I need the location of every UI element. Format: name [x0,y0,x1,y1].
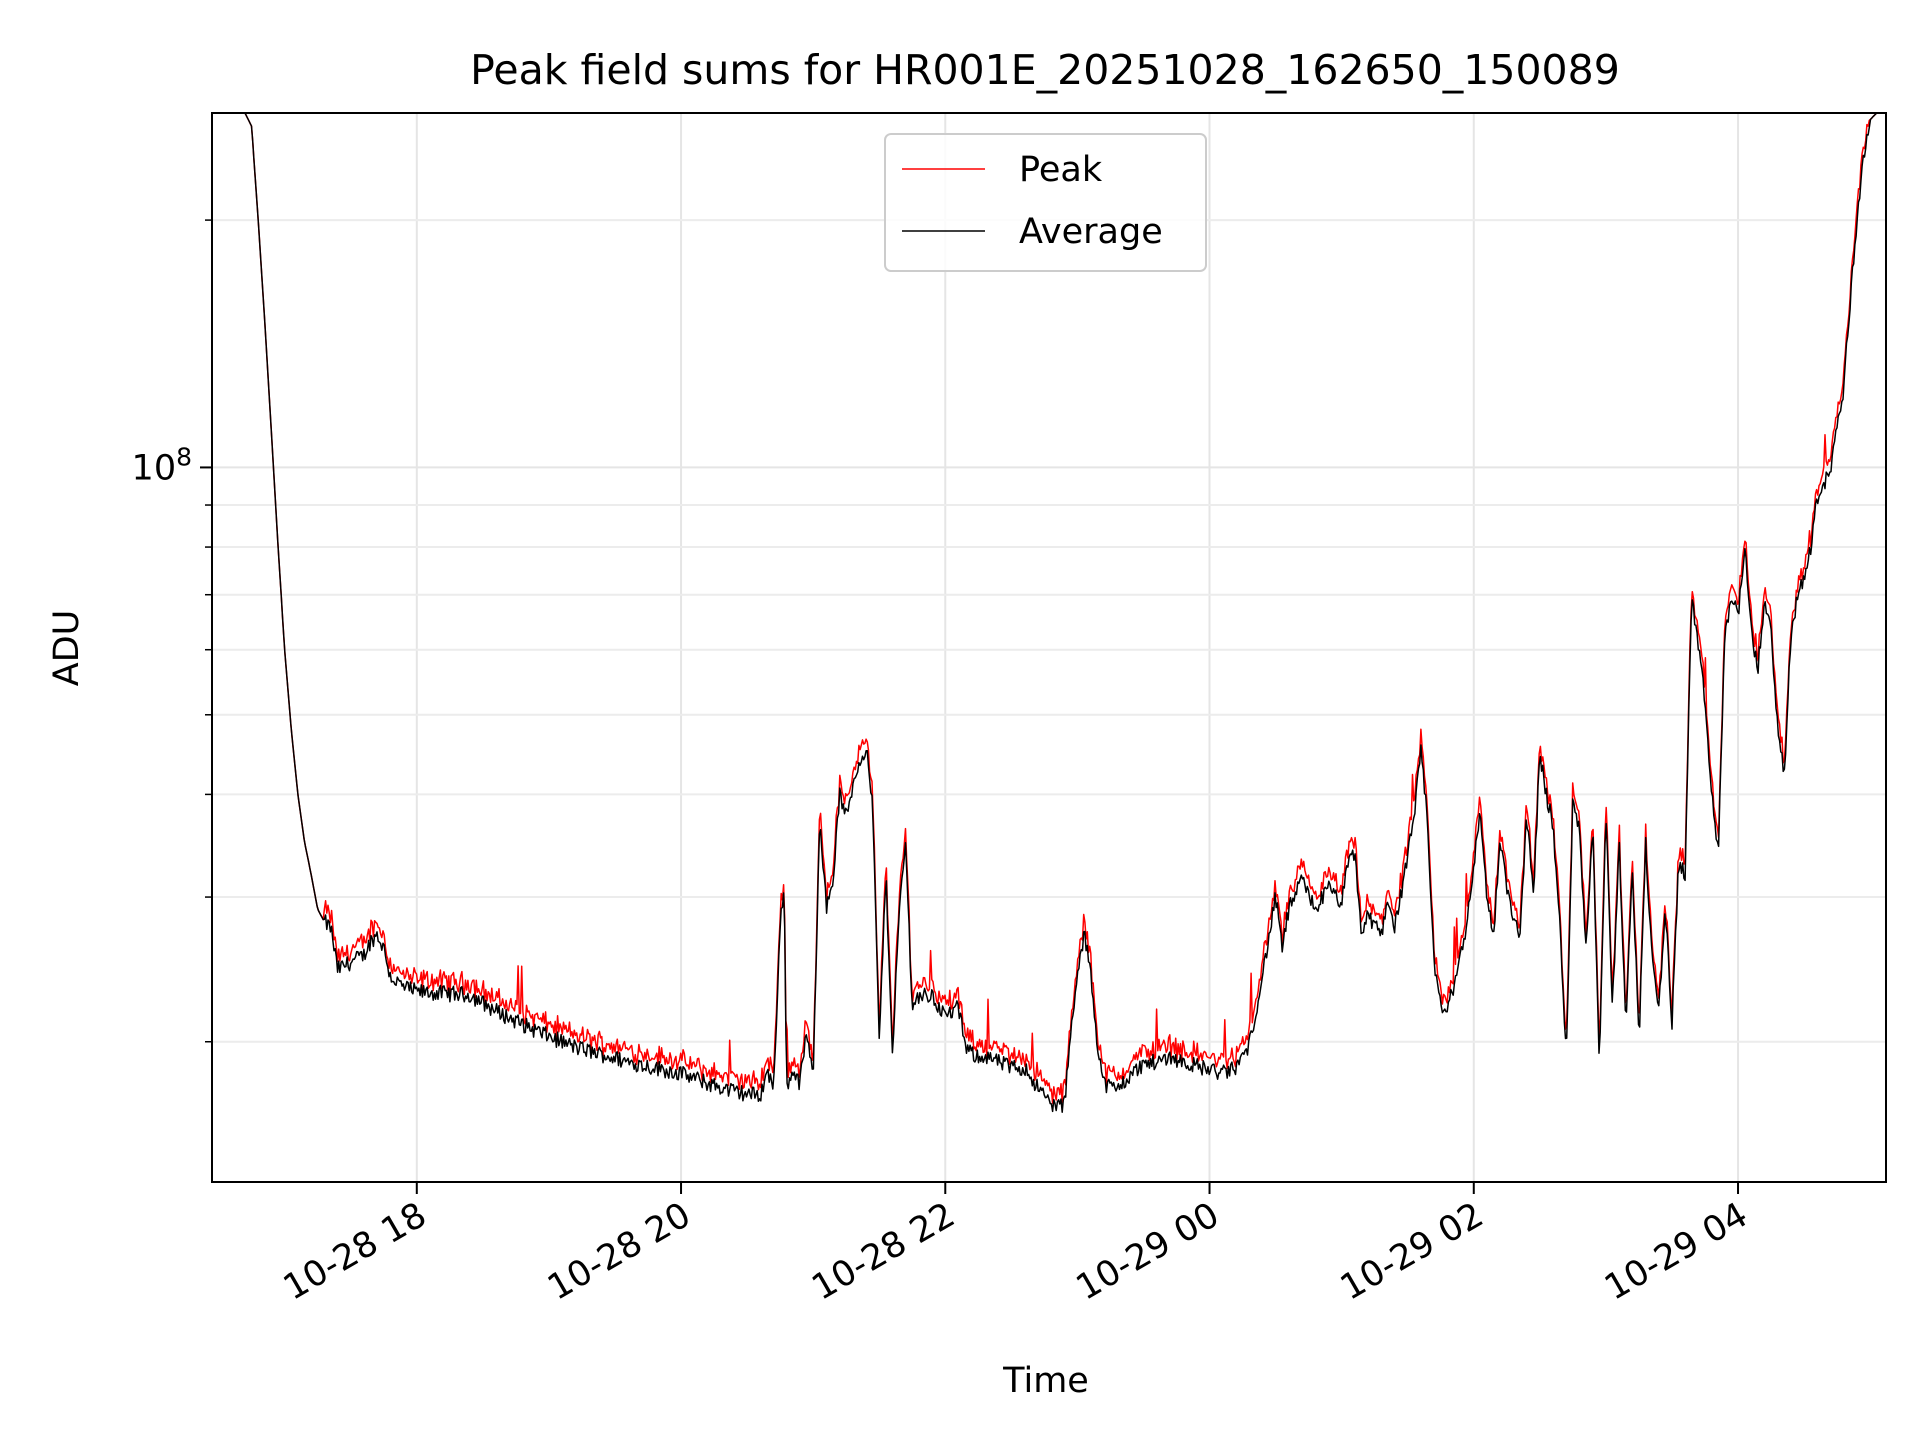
legend-average-label: Average [1019,212,1163,252]
average-series-line [212,112,1886,1113]
legend: Peak Average [884,133,1207,272]
legend-peak-label: Peak [1019,150,1103,190]
grid [212,113,1886,1182]
chart-title: Peak field sums for HR001E_20251028_1626… [470,46,1620,94]
x-axis-label: Time [1002,1361,1089,1401]
y-axis-label: ADU [47,610,87,687]
y-tick-label: 108 [132,442,192,488]
plot-frame [211,112,1887,1183]
series-layer [212,112,1886,1113]
